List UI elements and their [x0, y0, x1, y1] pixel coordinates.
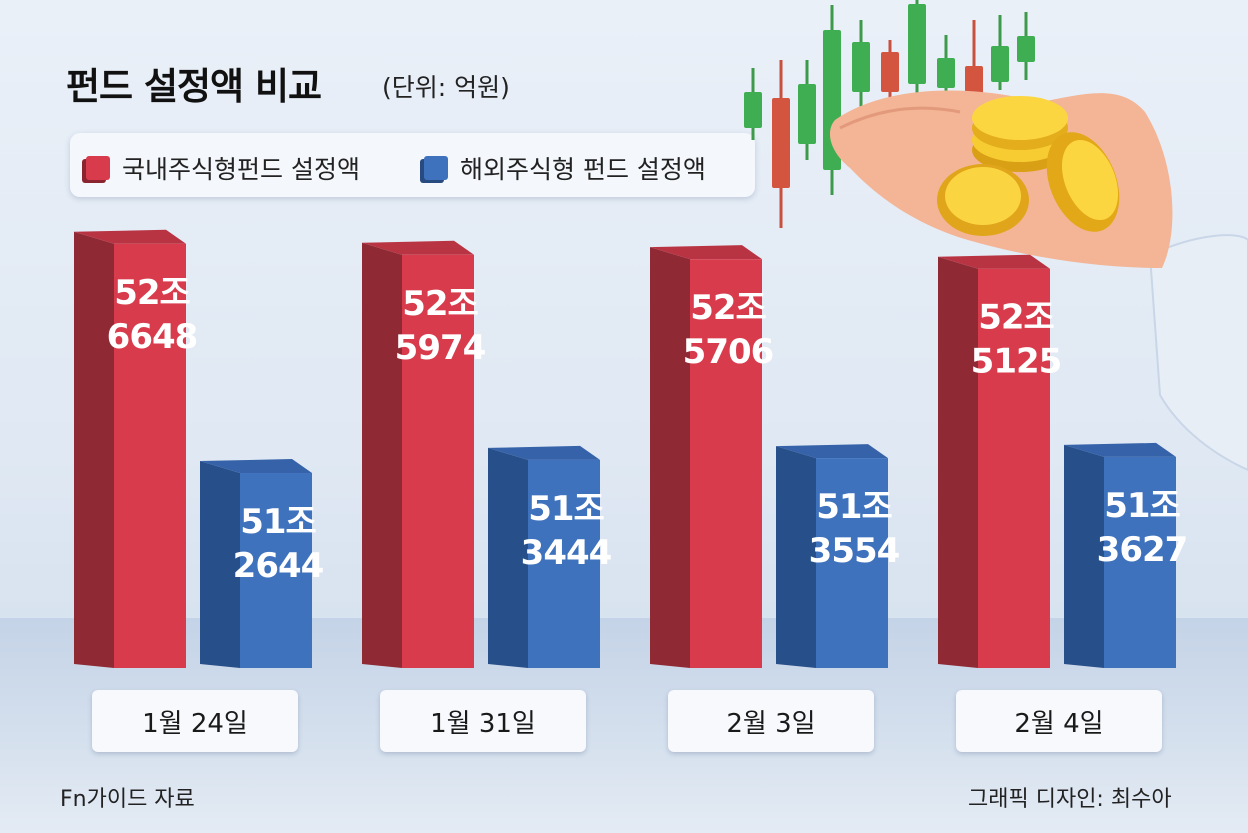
bar-side — [362, 242, 402, 668]
data-label: 6648 — [107, 317, 198, 357]
legend-swatch-domestic — [86, 156, 110, 180]
bar-top — [488, 445, 600, 460]
bars-layer: 52조664851조264452조597451조344452조570651조35… — [74, 229, 1188, 668]
bar-side — [650, 247, 690, 668]
bar-top — [362, 240, 474, 255]
bar — [240, 473, 312, 668]
bar — [978, 268, 1050, 668]
legend-item-domestic: 국내주식형펀드 설정액 — [86, 150, 360, 186]
bar-side — [74, 231, 114, 668]
bar-top — [650, 245, 762, 260]
bar — [690, 259, 762, 668]
unit-label: (단위: 억원) — [382, 73, 510, 102]
x-tick-label: 2월 4일 — [956, 690, 1162, 752]
bar — [114, 243, 186, 668]
data-label: 52조 — [978, 298, 1054, 338]
data-label: 2644 — [233, 546, 324, 586]
data-label: 5125 — [971, 342, 1062, 382]
data-label: 51조 — [240, 502, 316, 542]
x-tick-label: 2월 3일 — [668, 690, 874, 752]
bar — [816, 458, 888, 668]
bar-side — [938, 256, 978, 668]
bar-top — [200, 459, 312, 474]
bar-top — [1064, 442, 1176, 457]
data-label: 3444 — [521, 533, 612, 573]
bar-side — [200, 461, 240, 668]
bar-top — [938, 254, 1050, 269]
bar-side — [488, 447, 528, 668]
bar — [1104, 456, 1176, 668]
x-tick-label: 1월 24일 — [92, 690, 298, 752]
bar-top — [74, 229, 186, 244]
data-label: 5706 — [683, 332, 774, 372]
data-label: 52조 — [690, 288, 766, 328]
data-label: 51조 — [816, 487, 892, 527]
legend-label-domestic: 국내주식형펀드 설정액 — [122, 155, 360, 184]
chart-title: 펀드 설정액 비교 — [66, 65, 322, 108]
source-note: Fn가이드 자료 — [60, 787, 195, 812]
data-label: 51조 — [528, 489, 604, 529]
data-label: 52조 — [114, 273, 190, 313]
bar-top — [776, 444, 888, 459]
bar-side — [776, 446, 816, 668]
bar — [528, 459, 600, 668]
x-tick-label: 1월 31일 — [380, 690, 586, 752]
data-label: 3554 — [809, 531, 900, 571]
legend-item-overseas: 해외주식형 펀드 설정액 — [424, 150, 706, 186]
bar-side — [1064, 444, 1104, 668]
data-label: 5974 — [395, 328, 486, 368]
candlestick-illustration — [744, 0, 1035, 228]
legend-label-overseas: 해외주식형 펀드 설정액 — [460, 155, 706, 184]
hand-with-coins-illustration — [829, 90, 1248, 472]
data-label: 51조 — [1104, 486, 1180, 526]
data-label: 3627 — [1097, 530, 1188, 570]
legend-swatch-overseas — [424, 156, 448, 180]
bar — [402, 254, 474, 668]
data-label: 52조 — [402, 284, 478, 324]
credit-note: 그래픽 디자인: 최수아 — [968, 787, 1172, 812]
legend: 국내주식형펀드 설정액 해외주식형 펀드 설정액 — [70, 133, 755, 197]
